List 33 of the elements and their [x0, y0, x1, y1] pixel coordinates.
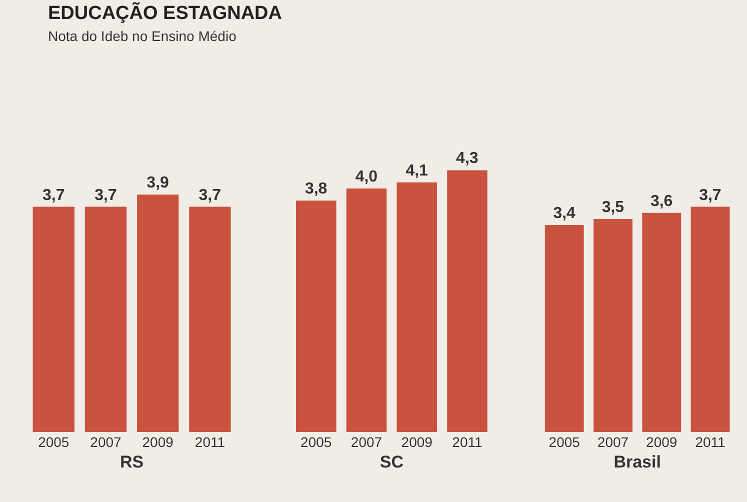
x-axis-title: Brasil	[614, 452, 661, 472]
data-label: 4,1	[406, 162, 428, 180]
data-label: 3,7	[42, 186, 65, 204]
x-axis-title: SC	[380, 452, 404, 472]
data-label: 3,9	[146, 174, 170, 192]
x-tick-label: 2009	[646, 434, 678, 450]
x-tick-label: 2011	[452, 434, 482, 450]
bar	[396, 182, 437, 432]
x-tick-label: 2005	[548, 434, 580, 450]
bar	[346, 188, 387, 432]
data-label: 3,8	[304, 180, 328, 198]
x-tick-label: 2005	[300, 434, 332, 450]
x-tick-label: 2009	[142, 434, 174, 450]
data-label: 3,7	[699, 186, 722, 204]
data-label: 3,4	[553, 205, 576, 222]
x-tick-label: 2011	[695, 434, 726, 450]
bar	[447, 170, 488, 432]
data-label: 4,0	[355, 168, 378, 186]
x-tick-label: 2009	[401, 434, 433, 450]
x-axis-title: RS	[120, 452, 144, 472]
x-tick-label: 2005	[38, 434, 70, 450]
x-tick-label: 2011	[194, 434, 226, 450]
data-label: 3,7	[198, 186, 222, 204]
data-label: 3,7	[94, 186, 117, 204]
data-label: 4,3	[456, 150, 478, 168]
x-tick-label: 2007	[90, 434, 122, 450]
x-tick-label: 2007	[597, 434, 629, 450]
chart-subtitle: Nota do Ideb no Ensino Médio	[48, 28, 237, 44]
chart-title: EDUCAÇÃO ESTAGNADA	[48, 2, 282, 24]
data-label: 3,6	[650, 192, 673, 210]
x-tick-label: 2007	[350, 434, 382, 450]
data-label: 3,5	[602, 198, 624, 216]
bar	[296, 200, 336, 432]
